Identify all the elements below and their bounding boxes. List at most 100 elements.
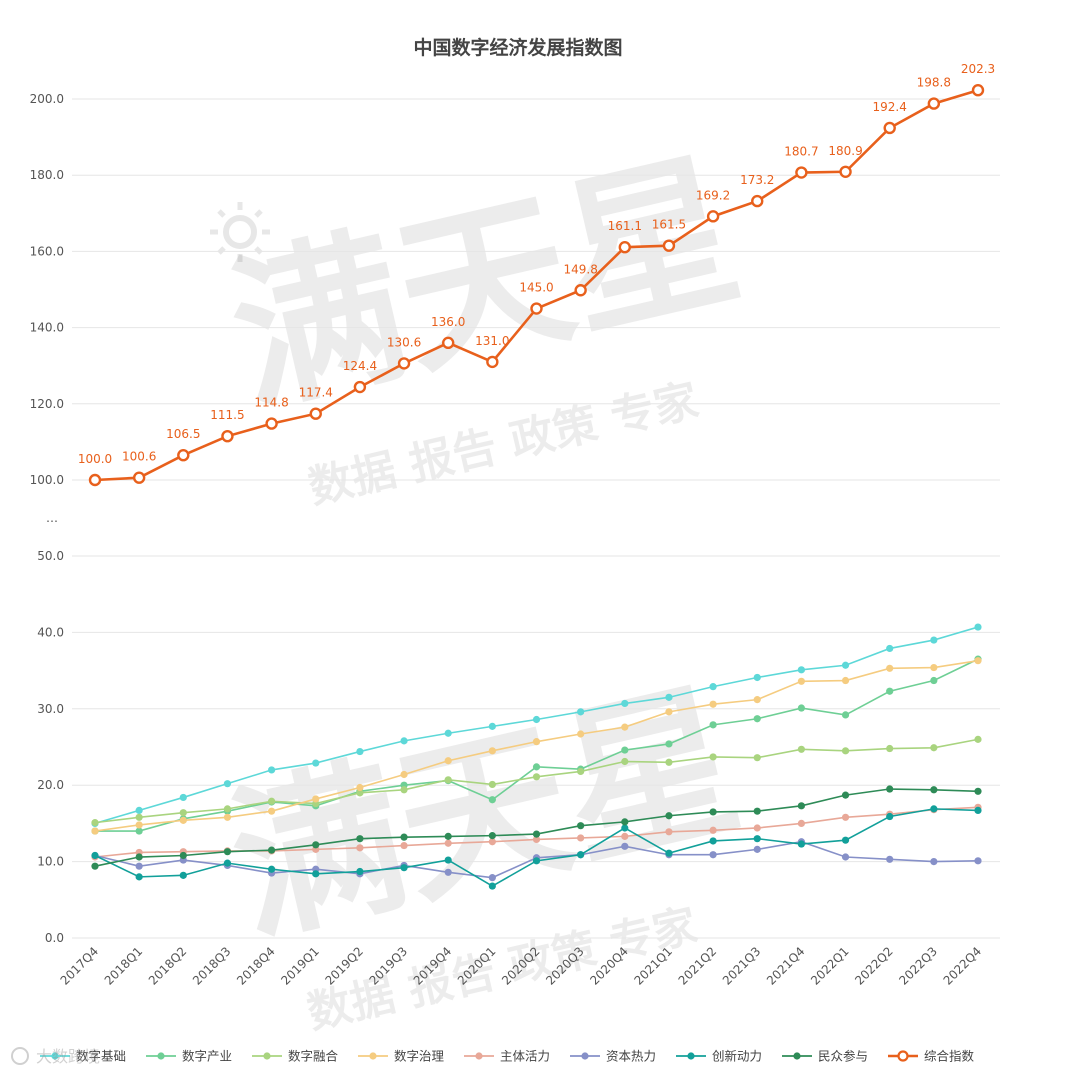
data-point[interactable]: [797, 666, 806, 674]
data-point[interactable]: [665, 758, 673, 766]
data-point[interactable]: [356, 789, 364, 797]
data-point[interactable]: [135, 827, 143, 835]
legend-item-数字治理[interactable]: 数字治理: [358, 1049, 445, 1064]
data-point[interactable]: [930, 744, 938, 752]
data-point[interactable]: [488, 722, 496, 730]
data-point[interactable]: [753, 715, 761, 723]
data-point[interactable]: [797, 802, 806, 810]
data-point[interactable]: [223, 805, 232, 813]
data-point[interactable]: [753, 754, 761, 762]
data-point[interactable]: [444, 729, 452, 737]
data-point[interactable]: [886, 785, 894, 793]
data-point[interactable]: [444, 832, 452, 840]
composite-point[interactable]: [662, 239, 676, 252]
data-point[interactable]: [577, 767, 585, 776]
data-point[interactable]: [753, 845, 761, 853]
composite-point[interactable]: [839, 165, 852, 178]
data-point[interactable]: [135, 821, 143, 829]
data-point[interactable]: [135, 873, 143, 881]
composite-point[interactable]: [309, 407, 322, 420]
data-point[interactable]: [312, 795, 320, 803]
data-point[interactable]: [974, 857, 982, 865]
data-point[interactable]: [135, 862, 143, 870]
data-point[interactable]: [135, 813, 143, 821]
data-point[interactable]: [621, 842, 629, 850]
data-point[interactable]: [179, 809, 187, 817]
legend-item-综合指数[interactable]: 综合指数: [888, 1049, 975, 1064]
data-point[interactable]: [400, 841, 408, 850]
data-point[interactable]: [621, 824, 629, 832]
data-point[interactable]: [797, 840, 806, 848]
data-point[interactable]: [709, 700, 717, 708]
data-point[interactable]: [665, 849, 673, 857]
data-point[interactable]: [532, 857, 541, 865]
data-point[interactable]: [400, 737, 408, 745]
composite-point[interactable]: [353, 380, 367, 394]
data-point[interactable]: [841, 836, 850, 844]
data-point[interactable]: [665, 828, 673, 836]
data-point[interactable]: [930, 786, 938, 794]
data-point[interactable]: [488, 874, 496, 882]
data-point[interactable]: [179, 851, 187, 860]
legend-item-数字融合[interactable]: 数字融合: [252, 1049, 339, 1064]
data-point[interactable]: [886, 744, 894, 753]
data-point[interactable]: [400, 770, 408, 779]
data-point[interactable]: [621, 757, 629, 766]
data-point[interactable]: [135, 806, 143, 815]
data-point[interactable]: [974, 787, 982, 795]
data-point[interactable]: [223, 859, 232, 867]
data-point[interactable]: [577, 834, 585, 842]
data-point[interactable]: [841, 661, 850, 669]
data-point[interactable]: [797, 704, 806, 712]
data-point[interactable]: [709, 721, 717, 729]
data-point[interactable]: [356, 844, 364, 852]
legend-item-数字产业[interactable]: 数字产业: [146, 1049, 232, 1064]
data-point[interactable]: [797, 745, 806, 753]
data-point[interactable]: [974, 806, 982, 815]
data-point[interactable]: [841, 711, 850, 719]
data-point[interactable]: [930, 663, 938, 672]
data-point[interactable]: [223, 848, 232, 856]
data-point[interactable]: [621, 832, 629, 840]
data-point[interactable]: [135, 853, 143, 861]
data-point[interactable]: [179, 793, 187, 802]
composite-point[interactable]: [618, 241, 631, 254]
data-point[interactable]: [91, 851, 99, 860]
data-point[interactable]: [532, 763, 541, 771]
composite-point[interactable]: [442, 336, 455, 350]
data-point[interactable]: [179, 871, 187, 879]
data-point[interactable]: [709, 808, 717, 816]
data-point[interactable]: [886, 812, 894, 821]
data-point[interactable]: [488, 838, 496, 846]
data-point[interactable]: [930, 676, 938, 685]
data-point[interactable]: [488, 796, 496, 804]
data-point[interactable]: [400, 833, 408, 841]
data-point[interactable]: [356, 835, 364, 843]
composite-point[interactable]: [221, 429, 234, 443]
data-point[interactable]: [709, 753, 717, 761]
data-point[interactable]: [91, 827, 99, 835]
legend-item-主体活力[interactable]: 主体活力: [464, 1049, 550, 1064]
data-point[interactable]: [532, 835, 541, 844]
data-point[interactable]: [841, 853, 850, 861]
data-point[interactable]: [488, 747, 496, 755]
data-point[interactable]: [930, 858, 938, 866]
data-point[interactable]: [974, 735, 982, 743]
data-point[interactable]: [709, 826, 717, 834]
data-point[interactable]: [532, 738, 541, 746]
data-point[interactable]: [665, 708, 673, 716]
data-point[interactable]: [886, 687, 894, 695]
legend-item-民众参与[interactable]: 民众参与: [782, 1049, 868, 1064]
composite-point[interactable]: [751, 194, 764, 208]
data-point[interactable]: [577, 851, 585, 859]
composite-point[interactable]: [177, 449, 190, 462]
composite-point[interactable]: [971, 84, 985, 97]
data-point[interactable]: [665, 693, 673, 701]
data-point[interactable]: [268, 865, 276, 873]
data-point[interactable]: [974, 657, 982, 665]
composite-point[interactable]: [574, 284, 587, 297]
composite-point[interactable]: [397, 357, 411, 370]
data-point[interactable]: [621, 818, 629, 826]
data-point[interactable]: [577, 730, 585, 738]
data-point[interactable]: [400, 864, 408, 872]
